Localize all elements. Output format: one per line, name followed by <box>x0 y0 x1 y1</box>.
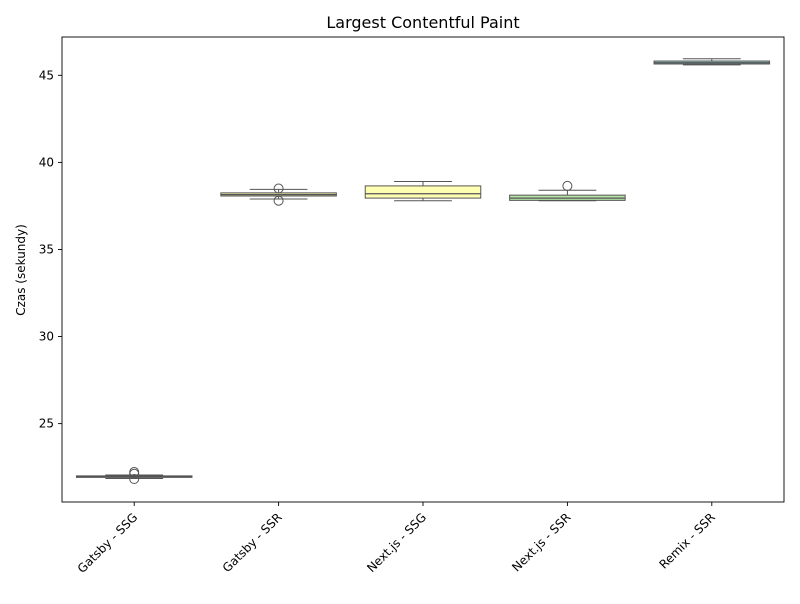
outlier-point <box>129 468 140 479</box>
outlier-point <box>273 195 284 206</box>
x-tick-label: Next.js - SSR <box>509 510 573 574</box>
axes-frame <box>61 36 785 503</box>
outlier-point <box>273 183 284 194</box>
y-tick-label: 25 <box>39 417 54 431</box>
y-tick-label: 30 <box>39 330 54 344</box>
y-axis-label: Czas (sekundy) <box>14 224 28 316</box>
y-tick-label: 45 <box>39 68 54 82</box>
outlier-point <box>562 180 573 191</box>
chart-title: Largest Contentful Paint <box>326 13 519 32</box>
y-tick-label: 35 <box>39 242 54 256</box>
x-tick-label: Next.js - SSG <box>364 510 429 575</box>
outlier-point <box>129 474 140 485</box>
plot-area: 25 30 35 40 45 Gatsby - SSG Gatsby - SSR Next.j… <box>39 36 785 576</box>
x-tick-label: Remix - SSR <box>657 510 718 571</box>
y-tick-label: 40 <box>39 155 54 169</box>
box <box>364 185 482 199</box>
x-tick-label: Gatsby - SSG <box>75 510 141 576</box>
x-tick-label: Gatsby - SSR <box>220 510 285 575</box>
